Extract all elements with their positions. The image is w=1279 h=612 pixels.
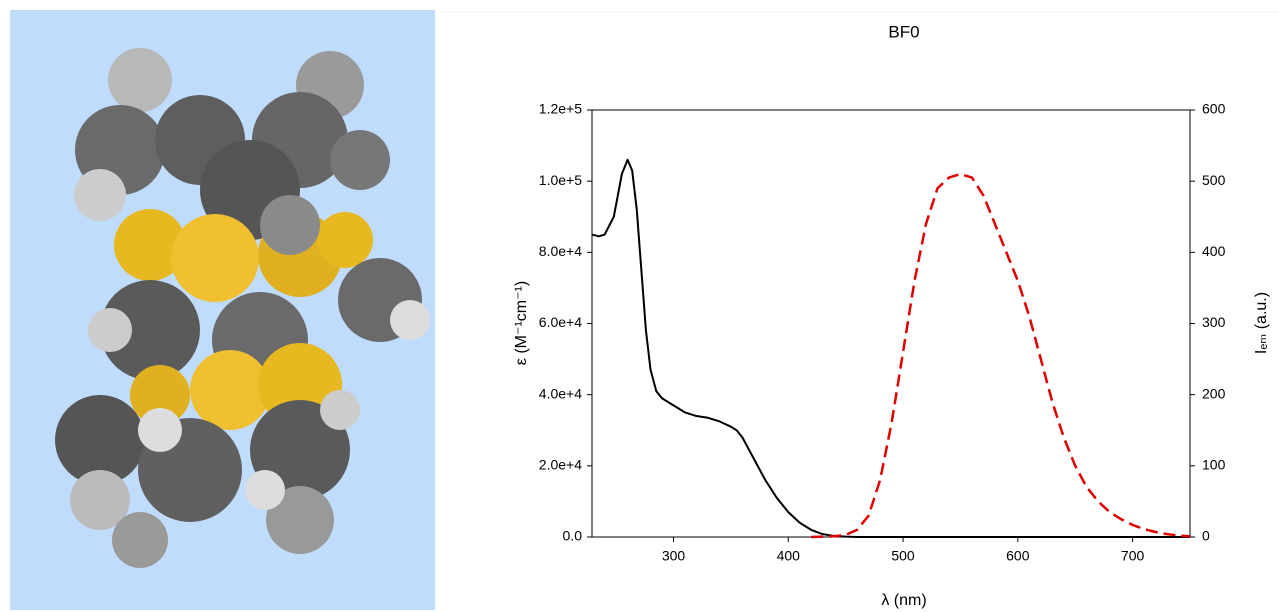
y2-tick-label: 100 bbox=[1202, 457, 1226, 473]
y2-tick-label: 600 bbox=[1202, 101, 1226, 117]
y-tick-label: 4.0e+4 bbox=[539, 385, 582, 401]
y-tick-label: 2.0e+4 bbox=[539, 457, 582, 473]
page: {"chart_data": {"type": "line", "title":… bbox=[0, 0, 1279, 612]
figure: BF0 λ (nm) ε (M⁻¹cm⁻¹) Iₑₘ (a.u.) 300 400… bbox=[0, 0, 1279, 612]
y-tick-label: 1.2e+5 bbox=[539, 101, 582, 117]
y2-tick-label: 500 bbox=[1202, 172, 1226, 188]
y2-tick-label: 200 bbox=[1202, 385, 1226, 401]
molecule-image bbox=[10, 10, 435, 610]
plot-frame bbox=[592, 110, 1190, 537]
x-axis-label: λ (nm) bbox=[881, 592, 926, 609]
x-tick-label: 300 bbox=[662, 548, 686, 564]
series-line bbox=[811, 174, 1190, 537]
y-tick-label: 1.0e+5 bbox=[539, 172, 582, 188]
x-tick-label: 600 bbox=[1006, 548, 1030, 564]
y2-tick-label: 0 bbox=[1202, 528, 1210, 544]
y-axis-label: ε (M⁻¹cm⁻¹) bbox=[513, 281, 530, 365]
y2-tick-label: 400 bbox=[1202, 243, 1226, 259]
y2-axis-label: Iₑₘ (a.u.) bbox=[1253, 292, 1270, 354]
y-tick-label: 6.0e+4 bbox=[539, 314, 582, 330]
chart-title: BF0 bbox=[888, 22, 919, 41]
y2-tick-label: 300 bbox=[1202, 314, 1226, 330]
x-tick-label: 400 bbox=[777, 548, 801, 564]
y-tick-label: 0.0 bbox=[563, 528, 583, 544]
x-tick-label: 700 bbox=[1121, 548, 1145, 564]
series-line bbox=[592, 160, 1190, 537]
y-tick-label: 8.0e+4 bbox=[539, 243, 582, 259]
x-tick-label: 500 bbox=[891, 548, 915, 564]
